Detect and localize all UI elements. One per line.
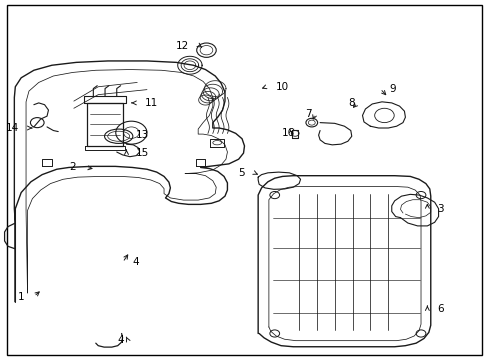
Text: 9: 9 <box>389 84 396 94</box>
Text: 16: 16 <box>282 129 295 138</box>
Text: 13: 13 <box>136 130 149 140</box>
Text: 1: 1 <box>18 292 24 302</box>
Text: 5: 5 <box>237 168 244 178</box>
Text: 3: 3 <box>436 204 443 214</box>
Text: 10: 10 <box>276 82 289 92</box>
Text: 11: 11 <box>144 98 158 108</box>
Text: 4: 4 <box>132 257 139 267</box>
Text: 7: 7 <box>305 109 311 119</box>
Text: 2: 2 <box>69 162 76 172</box>
Text: 6: 6 <box>436 304 443 314</box>
Text: 8: 8 <box>347 98 354 108</box>
Text: 12: 12 <box>176 41 189 50</box>
Text: 14: 14 <box>6 123 19 133</box>
Text: 15: 15 <box>136 148 149 158</box>
Text: 4: 4 <box>118 334 124 345</box>
